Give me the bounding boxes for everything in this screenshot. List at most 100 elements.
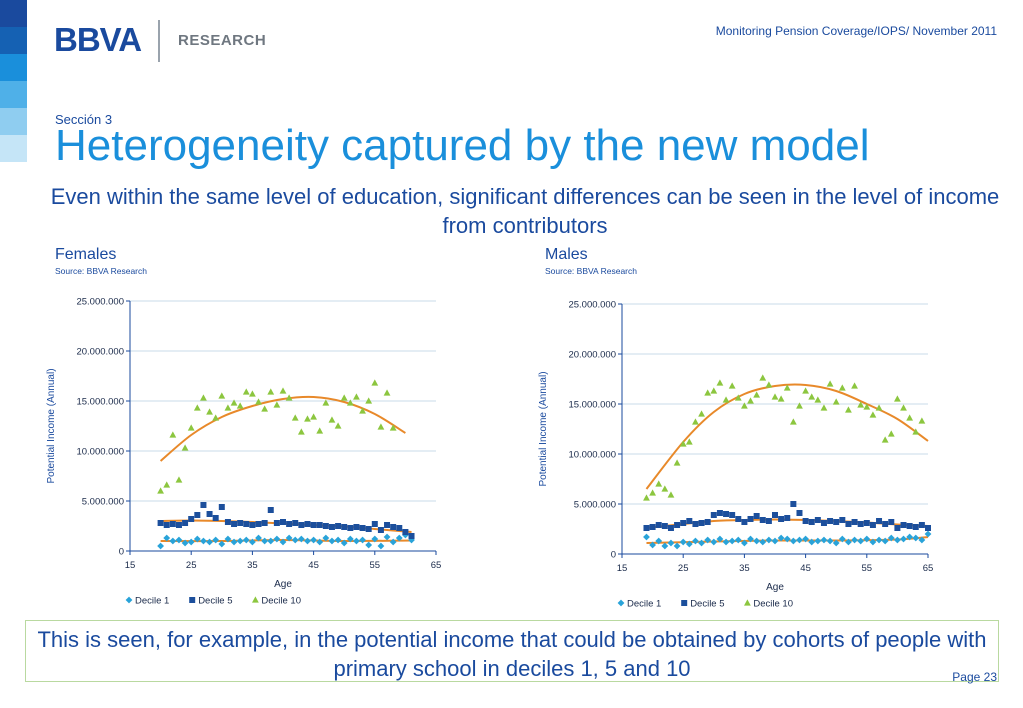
males-decile-5-point — [918, 522, 925, 528]
males-decile-1-point — [747, 535, 754, 543]
females-decile-10-point — [218, 392, 226, 399]
females-x-tick-label: 25 — [186, 560, 197, 571]
males-y-tick-label: 5.000.000 — [574, 500, 616, 511]
females-decile-10-point — [273, 401, 281, 408]
males-decile-5-point — [710, 512, 717, 518]
females-decile-1-point — [346, 535, 354, 543]
report-label: Monitoring Pension Coverage/IOPS/ Novemb… — [715, 24, 997, 38]
males-decile-5-point — [704, 519, 711, 525]
males-decile-5-point — [698, 520, 705, 526]
males-y-axis-label: Potential Income (Annual) — [538, 371, 549, 486]
males-decile-5-point — [784, 515, 791, 521]
males-legend-decile-1-label: Decile 1 — [627, 599, 661, 610]
females-decile-1-point — [297, 535, 305, 543]
males-decile-10-point — [783, 384, 791, 391]
males-y-tick-label: 10.000.000 — [568, 450, 616, 461]
females-decile-1-point — [267, 537, 275, 545]
females-decile-1-point — [291, 536, 299, 544]
males-decile-1-point — [851, 536, 858, 544]
males-decile-5-point — [667, 525, 674, 531]
males-decile-5-point — [802, 518, 809, 524]
brand-stripe-3 — [0, 54, 27, 81]
females-x-axis-label: Age — [274, 579, 292, 590]
males-x-axis-label: Age — [766, 582, 784, 593]
males-decile-1-point — [685, 540, 693, 548]
females-decile-1-point — [279, 538, 287, 546]
males-decile-5-point — [649, 524, 656, 530]
males-x-tick-label: 45 — [800, 563, 811, 574]
males-decile-10-point — [661, 485, 669, 492]
males-decile-10-point — [826, 380, 834, 387]
females-decile-10-point — [261, 405, 269, 412]
males-decile-10-point — [887, 430, 895, 437]
males-decile-5-point — [820, 520, 827, 526]
females-decile-10-point — [285, 394, 293, 401]
females-x-tick-label: 35 — [247, 560, 258, 571]
males-decile-1-point — [728, 537, 736, 545]
males-decile-10-point — [692, 418, 699, 425]
females-decile-10-point — [297, 428, 305, 435]
males-legend: Decile 1 Decile 5 Decile 10 — [617, 599, 793, 610]
males-decile-1-point — [820, 536, 828, 544]
females-y-tick-label: 20.000.000 — [76, 347, 124, 358]
females-decile-10-point — [255, 398, 262, 405]
females-decile-1-point — [334, 536, 342, 544]
females-decile-1-point — [316, 538, 324, 546]
females-decile-10-point — [242, 388, 250, 395]
females-decile-10-point — [310, 413, 317, 420]
females-decile-1-point — [377, 542, 385, 550]
females-y-tick-label: 0 — [119, 547, 124, 558]
males-decile-1-point — [765, 536, 773, 544]
males-decile-1-point — [649, 541, 656, 549]
males-decile-5-point — [692, 521, 699, 527]
males-decile-1-point — [692, 537, 699, 545]
males-y-tick-label: 20.000.000 — [568, 350, 616, 361]
females-decile-10-point — [230, 399, 238, 406]
females-decile-10-point — [181, 444, 189, 451]
females-decile-10-point — [206, 408, 213, 415]
females-decile-1-point — [206, 538, 213, 546]
females-decile-1-point — [163, 534, 171, 542]
females-decile-5-point — [200, 502, 207, 508]
males-decile-5-point — [906, 523, 913, 529]
females-decile-1-point — [340, 539, 348, 547]
males-decile-1-point — [783, 535, 791, 543]
females-x-tick-label: 15 — [125, 560, 136, 571]
females-decile-1-point — [236, 537, 244, 545]
males-decile-1-point — [881, 537, 889, 545]
males-decile-1-point — [900, 535, 907, 543]
females-decile-1-point — [285, 534, 293, 542]
females-x-tick-label: 55 — [370, 560, 381, 571]
males-decile-5-point — [680, 520, 687, 526]
males-legend-decile-10-marker — [744, 599, 751, 606]
females-decile-10-point — [389, 424, 397, 431]
females-decile-10-point — [163, 481, 171, 488]
females-decile-1-point — [157, 542, 164, 550]
males-decile-10-point — [771, 393, 779, 400]
females-decile-1-point — [353, 537, 360, 545]
males-decile-5-point — [772, 512, 778, 518]
males-decile-5-point — [894, 525, 901, 531]
females-decile-1-point — [322, 534, 330, 542]
males-decile-5-point — [778, 516, 785, 522]
brand-stripe-6 — [0, 135, 27, 162]
males-decile-1-point — [912, 534, 920, 542]
females-decile-10-point — [377, 423, 385, 430]
females-decile-10-point — [340, 394, 348, 401]
females-panel-title: Females — [55, 246, 117, 263]
males-decile-1-point — [894, 536, 901, 544]
females-decile-10-point — [346, 399, 354, 406]
females-y-tick-label: 15.000.000 — [76, 397, 124, 408]
females-decile-5-point — [341, 524, 348, 530]
females-legend-decile-1-marker — [125, 596, 133, 604]
males-decile-1-point — [673, 542, 681, 550]
males-x-tick-label: 15 — [617, 563, 628, 574]
females-x-tick-label: 45 — [308, 560, 319, 571]
females-legend-decile-5-label: Decile 5 — [198, 596, 232, 607]
males-decile-5-point — [716, 510, 723, 516]
males-decile-10-point — [814, 396, 822, 403]
females-decile-10-point — [334, 422, 342, 429]
females-legend: Decile 1 Decile 5 Decile 10 — [125, 596, 301, 607]
males-decile-10-point — [838, 384, 846, 391]
brand-stripe-1 — [0, 0, 27, 27]
